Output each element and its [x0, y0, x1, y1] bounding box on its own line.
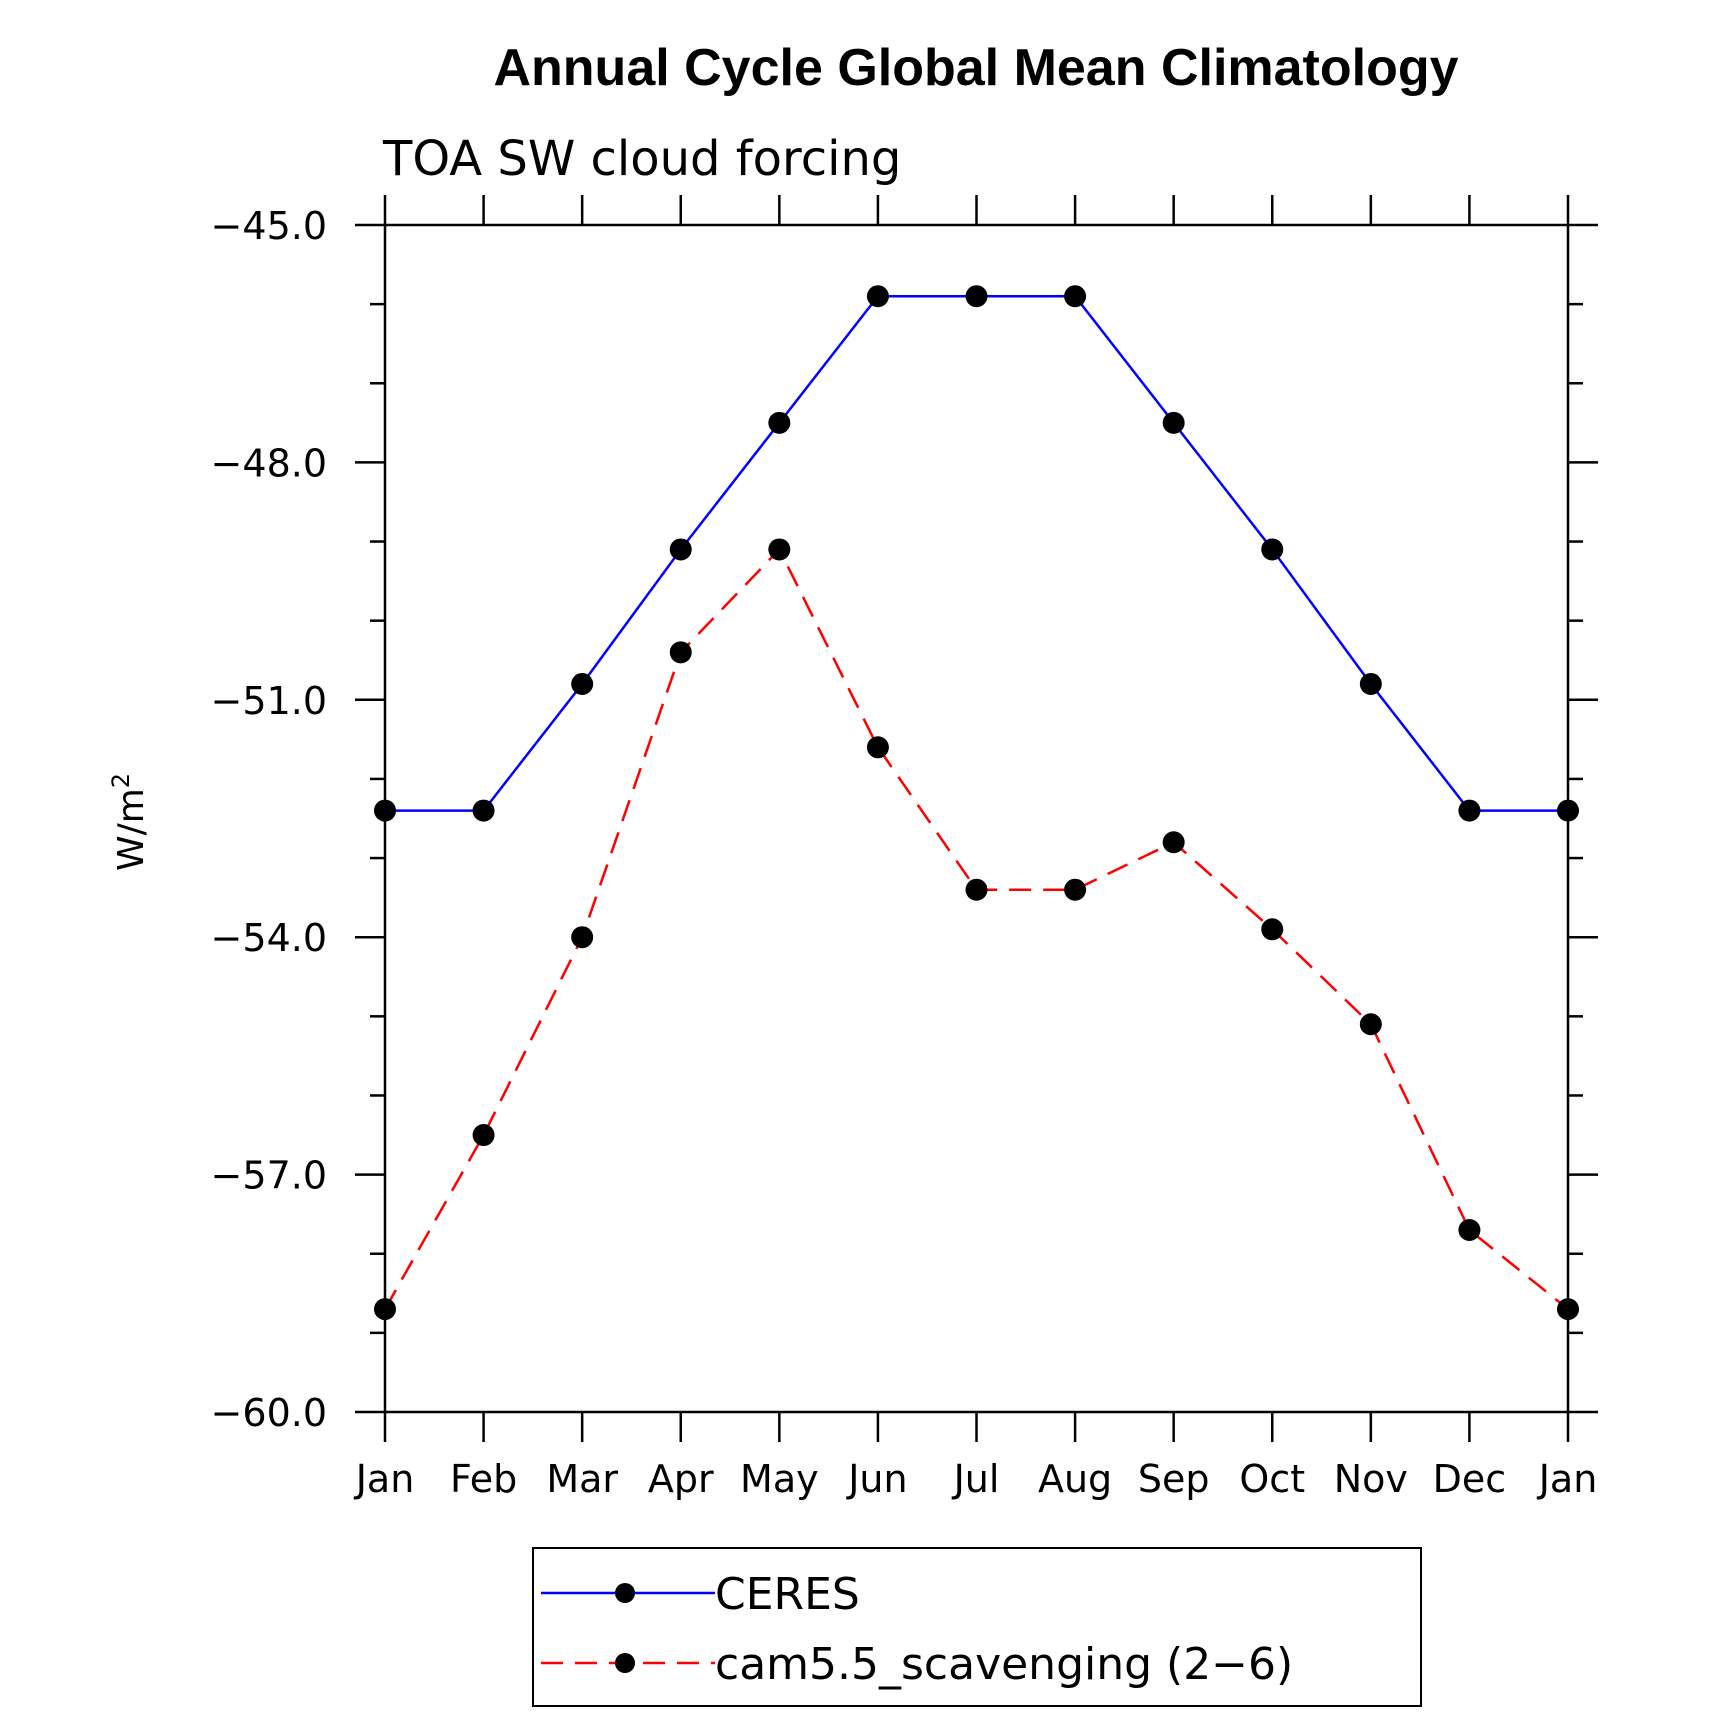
x-tick-label: Sep — [1138, 1457, 1210, 1501]
y-tick-label: −45.0 — [211, 204, 327, 248]
data-point — [1458, 799, 1481, 822]
data-point — [1557, 1298, 1579, 1321]
x-tick-label: Dec — [1433, 1457, 1507, 1501]
chart-title: Annual Cycle Global Mean Climatology — [493, 39, 1458, 97]
data-point — [768, 538, 791, 561]
y-tick-label: −48.0 — [211, 441, 327, 485]
x-tick-label: May — [740, 1457, 819, 1501]
data-point — [866, 285, 889, 308]
data-point — [1359, 672, 1382, 695]
x-tick-label: Jan — [354, 1457, 415, 1501]
x-tick-label: Apr — [648, 1457, 714, 1501]
axes: Jan Feb Mar Apr May Jun Jul Aug Sep Oct Nov Dec Jan−… — [211, 195, 1598, 1501]
legend-box — [532, 1547, 1422, 1707]
data-point — [1359, 1013, 1382, 1036]
legend-label-ceres: CERES — [715, 1569, 860, 1620]
data-point — [1458, 1218, 1481, 1241]
series-layer — [374, 285, 1579, 1321]
series-line-1 — [383, 547, 1569, 1311]
data-point — [866, 736, 889, 759]
data-point — [1557, 799, 1579, 822]
data-point — [669, 641, 692, 664]
x-tick-label: Oct — [1239, 1457, 1305, 1501]
chart-subtitle: TOA SW cloud forcing — [382, 131, 901, 187]
legend-marker-cam5 — [615, 1653, 635, 1673]
data-point — [472, 1124, 495, 1147]
y-axis-label-text: W/m — [111, 788, 152, 871]
x-tick-label: Mar — [546, 1457, 618, 1501]
y-tick-label: −60.0 — [211, 1391, 327, 1435]
data-point — [965, 285, 988, 308]
y-tick-label: −57.0 — [211, 1154, 327, 1198]
legend-label-cam5: cam5.5_scavenging (2−6) — [715, 1639, 1293, 1690]
data-point — [768, 411, 791, 434]
data-point — [965, 878, 988, 901]
data-point — [374, 1298, 396, 1321]
data-point — [1261, 538, 1284, 561]
data-point — [374, 799, 396, 822]
data-point — [669, 538, 692, 561]
x-tick-label: Jul — [952, 1457, 1000, 1501]
x-tick-label: Jan — [1537, 1457, 1598, 1501]
data-point — [571, 672, 594, 695]
data-point — [472, 799, 495, 822]
x-tick-label: Aug — [1038, 1457, 1112, 1501]
y-axis-label: W/m2 — [107, 773, 152, 871]
data-point — [1064, 878, 1087, 901]
y-tick-label: −51.0 — [211, 679, 327, 723]
data-point — [1064, 285, 1087, 308]
legend: CERES cam5.5_scavenging (2−6) — [532, 1547, 1422, 1707]
data-point — [571, 926, 594, 949]
x-tick-label: Feb — [450, 1457, 517, 1501]
series-line-0 — [385, 294, 1568, 812]
y-tick-label: −54.0 — [211, 916, 327, 960]
data-point — [1162, 831, 1185, 854]
x-tick-label: Nov — [1334, 1457, 1408, 1501]
legend-marker-ceres — [615, 1583, 635, 1603]
plot-frame — [383, 223, 1570, 1414]
data-point — [1261, 918, 1284, 941]
data-point — [1162, 411, 1185, 434]
x-tick-label: Jun — [846, 1457, 907, 1501]
y-axis-label-superscript: 2 — [107, 773, 135, 788]
